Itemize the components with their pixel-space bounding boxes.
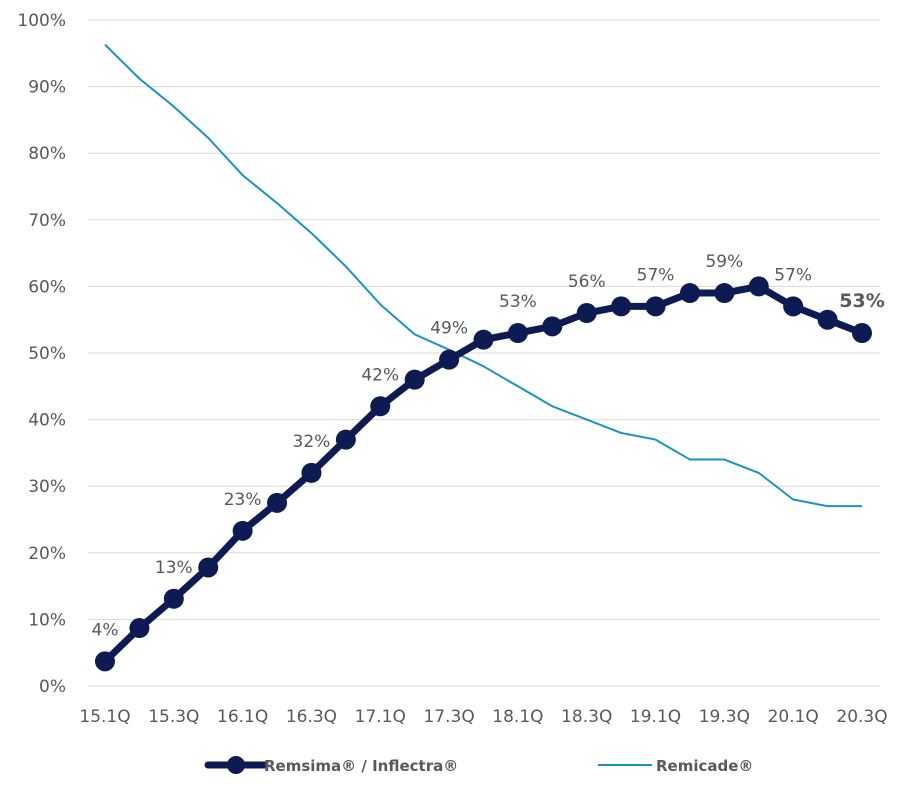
data-label: 57% <box>774 265 812 285</box>
x-tick-label: 19.1Q <box>630 707 681 727</box>
data-point <box>232 520 253 541</box>
data-point <box>817 309 838 330</box>
data-label: 56% <box>568 272 606 292</box>
data-label: 42% <box>361 365 399 385</box>
data-point <box>611 296 632 317</box>
data-point <box>576 303 597 324</box>
x-tick-label: 15.3Q <box>148 707 199 727</box>
data-label: 13% <box>155 558 193 578</box>
x-tick-label: 18.1Q <box>492 707 543 727</box>
y-tick-label: 70% <box>28 211 66 231</box>
y-tick-label: 50% <box>28 344 66 364</box>
series-line-remicade <box>104 43 862 508</box>
y-tick-label: 30% <box>28 477 66 497</box>
data-point <box>370 396 391 417</box>
data-label: 57% <box>637 265 675 285</box>
data-labels: 4% 13% 23% 32% 42% 49% 53% 56% 57% 59% 57% 53% <box>92 252 885 640</box>
x-tick-label: 20.3Q <box>836 707 887 727</box>
x-axis-tick-labels: 15.1Q 15.3Q 16.1Q 16.3Q 17.1Q 17.3Q 18.1Q 18.3Q… <box>79 707 887 727</box>
x-tick-label: 17.3Q <box>423 707 474 727</box>
series-layer <box>95 43 872 672</box>
legend-label-remsima: Remsima® / Inflectra® <box>264 757 458 775</box>
legend-marker-remsima <box>227 756 245 774</box>
data-label: 53% <box>499 292 537 312</box>
x-tick-label: 15.1Q <box>79 707 130 727</box>
data-point <box>404 369 425 390</box>
legend-label-remicade: Remicade® <box>656 757 753 775</box>
data-label: 49% <box>430 319 468 339</box>
data-point <box>748 276 769 297</box>
x-tick-label: 19.3Q <box>699 707 750 727</box>
data-point <box>714 283 735 304</box>
data-point <box>473 329 494 350</box>
y-tick-label: 0% <box>39 677 66 697</box>
data-label: 53% <box>839 290 884 312</box>
x-tick-label: 20.1Q <box>768 707 819 727</box>
data-point <box>163 588 184 609</box>
y-tick-label: 20% <box>28 544 66 564</box>
data-point <box>507 323 528 344</box>
data-point <box>198 557 219 578</box>
data-point <box>783 296 804 317</box>
data-point <box>129 618 150 639</box>
legend: Remsima® / Inflectra® Remicade® <box>204 756 753 775</box>
data-label: 4% <box>92 620 119 640</box>
y-tick-label: 100% <box>17 11 66 31</box>
data-point <box>679 283 700 304</box>
x-tick-label: 17.1Q <box>355 707 406 727</box>
data-point <box>267 492 288 513</box>
y-tick-label: 60% <box>28 277 66 297</box>
data-point <box>852 323 872 344</box>
data-label: 59% <box>705 252 743 272</box>
y-axis-tick-labels: 0% 10% 20% 30% 40% 50% 60% 70% 80% 90% 100% <box>17 11 66 697</box>
x-tick-label: 16.1Q <box>217 707 268 727</box>
data-point <box>542 316 563 337</box>
data-label: 32% <box>293 432 331 452</box>
data-point <box>301 462 322 483</box>
y-tick-label: 90% <box>28 78 66 98</box>
x-tick-label: 18.3Q <box>561 707 612 727</box>
y-tick-label: 40% <box>28 411 66 431</box>
data-point <box>335 429 356 450</box>
x-tick-label: 16.3Q <box>286 707 337 727</box>
y-tick-label: 80% <box>28 144 66 164</box>
data-point <box>645 296 666 317</box>
data-point <box>95 651 115 672</box>
data-point <box>439 349 460 370</box>
grid-lines <box>88 19 880 687</box>
data-label: 23% <box>224 490 262 510</box>
y-tick-label: 10% <box>28 610 66 630</box>
